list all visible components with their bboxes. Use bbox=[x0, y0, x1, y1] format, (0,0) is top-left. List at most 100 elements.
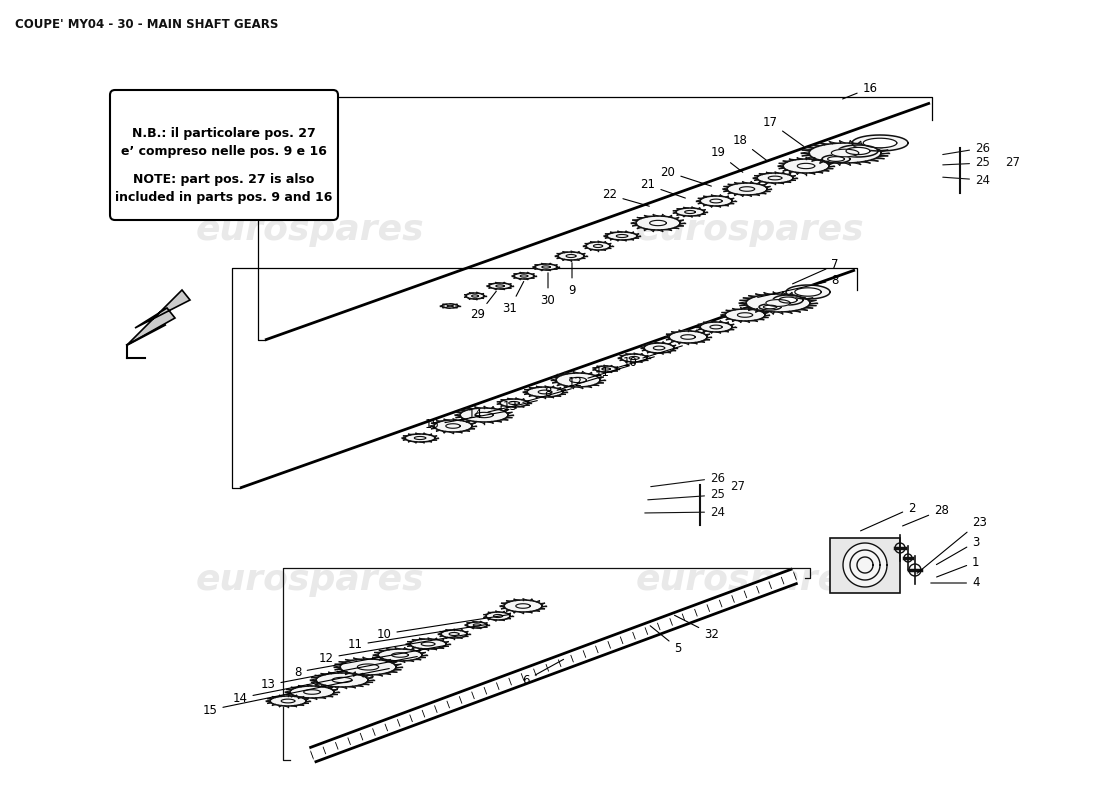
Text: 5: 5 bbox=[650, 626, 681, 654]
Polygon shape bbox=[358, 664, 378, 670]
Polygon shape bbox=[737, 313, 752, 318]
Text: 11: 11 bbox=[348, 625, 487, 651]
Polygon shape bbox=[746, 294, 810, 312]
Text: 2: 2 bbox=[860, 502, 915, 531]
Text: 8: 8 bbox=[758, 274, 838, 298]
Polygon shape bbox=[669, 331, 707, 343]
Text: 25: 25 bbox=[943, 157, 990, 170]
Text: 15: 15 bbox=[202, 681, 352, 717]
Polygon shape bbox=[827, 157, 845, 162]
Polygon shape bbox=[681, 334, 695, 339]
Text: 13: 13 bbox=[503, 389, 571, 413]
Polygon shape bbox=[700, 196, 732, 206]
Polygon shape bbox=[570, 378, 586, 382]
Polygon shape bbox=[415, 437, 426, 439]
Text: eurospares: eurospares bbox=[636, 563, 865, 597]
Polygon shape bbox=[460, 408, 508, 422]
Text: COUPE' MY04 - 30 - MAIN SHAFT GEARS: COUPE' MY04 - 30 - MAIN SHAFT GEARS bbox=[15, 18, 278, 31]
Text: 21: 21 bbox=[640, 178, 685, 198]
Text: 27: 27 bbox=[730, 481, 745, 494]
Polygon shape bbox=[757, 173, 793, 183]
Text: 30: 30 bbox=[540, 273, 556, 306]
Polygon shape bbox=[282, 699, 295, 703]
Polygon shape bbox=[340, 659, 396, 675]
Polygon shape bbox=[595, 366, 617, 372]
Polygon shape bbox=[846, 147, 870, 154]
Polygon shape bbox=[644, 343, 674, 353]
Polygon shape bbox=[500, 399, 528, 407]
Polygon shape bbox=[586, 242, 611, 250]
Text: 31: 31 bbox=[503, 282, 524, 314]
Polygon shape bbox=[710, 325, 722, 329]
Polygon shape bbox=[558, 252, 584, 260]
Text: 26: 26 bbox=[943, 142, 990, 154]
Polygon shape bbox=[739, 186, 755, 191]
Text: 8: 8 bbox=[544, 377, 602, 399]
Text: 22: 22 bbox=[603, 189, 649, 206]
Polygon shape bbox=[795, 288, 822, 296]
Text: eurospares: eurospares bbox=[196, 213, 425, 247]
Polygon shape bbox=[593, 245, 603, 247]
Polygon shape bbox=[852, 135, 907, 151]
Polygon shape bbox=[494, 614, 503, 618]
Text: 1: 1 bbox=[936, 555, 979, 577]
Text: 16: 16 bbox=[843, 82, 878, 99]
Polygon shape bbox=[832, 150, 859, 157]
Polygon shape bbox=[434, 420, 472, 432]
Polygon shape bbox=[468, 622, 487, 628]
Polygon shape bbox=[857, 557, 873, 573]
Text: N.B.: il particolare pos. 27
e’ compreso nelle pos. 9 e 16: N.B.: il particolare pos. 27 e’ compreso… bbox=[121, 127, 327, 158]
Polygon shape bbox=[773, 295, 803, 305]
Polygon shape bbox=[636, 216, 680, 230]
Text: 8: 8 bbox=[295, 646, 446, 678]
Polygon shape bbox=[316, 673, 369, 687]
Polygon shape bbox=[864, 138, 896, 148]
Polygon shape bbox=[798, 163, 815, 169]
Polygon shape bbox=[378, 649, 422, 661]
Polygon shape bbox=[304, 690, 320, 694]
Polygon shape bbox=[843, 543, 887, 587]
Text: 24: 24 bbox=[645, 506, 725, 518]
Polygon shape bbox=[676, 208, 704, 216]
Text: 18: 18 bbox=[733, 134, 768, 162]
Text: 26: 26 bbox=[651, 471, 725, 486]
Polygon shape bbox=[710, 199, 722, 203]
Polygon shape bbox=[527, 387, 563, 397]
Polygon shape bbox=[442, 304, 458, 308]
Polygon shape bbox=[392, 653, 408, 658]
Text: 27: 27 bbox=[1005, 157, 1020, 170]
Polygon shape bbox=[535, 264, 557, 270]
Text: 14: 14 bbox=[468, 401, 537, 422]
Polygon shape bbox=[504, 600, 542, 612]
FancyBboxPatch shape bbox=[830, 538, 900, 593]
FancyBboxPatch shape bbox=[110, 90, 338, 220]
Text: eurospares: eurospares bbox=[196, 563, 425, 597]
Text: eurospares: eurospares bbox=[636, 213, 865, 247]
Text: 19: 19 bbox=[711, 146, 742, 172]
Text: 10: 10 bbox=[376, 614, 510, 641]
Polygon shape bbox=[490, 283, 512, 289]
Polygon shape bbox=[270, 696, 306, 706]
Polygon shape bbox=[446, 424, 460, 428]
Text: 24: 24 bbox=[943, 174, 990, 186]
Polygon shape bbox=[566, 254, 576, 258]
Polygon shape bbox=[725, 309, 764, 321]
Text: 15: 15 bbox=[425, 411, 505, 431]
Polygon shape bbox=[556, 373, 600, 387]
Polygon shape bbox=[496, 285, 504, 287]
Polygon shape bbox=[602, 368, 610, 370]
Text: NOTE: part pos. 27 is also
included in parts pos. 9 and 16: NOTE: part pos. 27 is also included in p… bbox=[116, 173, 332, 204]
Text: 4: 4 bbox=[931, 577, 979, 590]
Polygon shape bbox=[486, 612, 510, 620]
Text: 29: 29 bbox=[471, 291, 496, 322]
Text: 25: 25 bbox=[648, 489, 725, 502]
Text: 14: 14 bbox=[232, 669, 389, 705]
Polygon shape bbox=[768, 176, 782, 180]
Text: 13: 13 bbox=[261, 657, 417, 691]
Polygon shape bbox=[473, 624, 481, 626]
Text: 12: 12 bbox=[319, 634, 468, 665]
Polygon shape bbox=[410, 639, 446, 649]
Polygon shape bbox=[783, 159, 829, 173]
Polygon shape bbox=[616, 234, 628, 238]
Polygon shape bbox=[466, 293, 484, 299]
